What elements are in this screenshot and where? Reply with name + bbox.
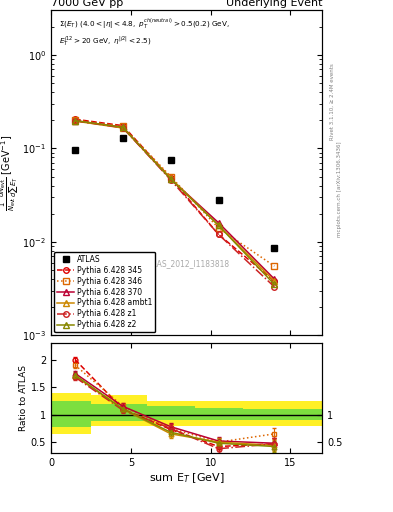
Line: Pythia 6.428 z1: Pythia 6.428 z1 (72, 118, 277, 290)
Pythia 6.428 346 (168, 174, 173, 180)
Pythia 6.428 370 (272, 276, 277, 282)
Pythia 6.428 z2 (121, 124, 125, 131)
Pythia 6.428 ambt1 (121, 125, 125, 131)
Y-axis label: $\frac{1}{N_\mathrm{evt}}\frac{dN_\mathrm{evt}}{d\sum E_T}\ [\mathrm{GeV}^{-1}]$: $\frac{1}{N_\mathrm{evt}}\frac{dN_\mathr… (0, 135, 21, 211)
Text: Rivet 3.1.10, ≥ 2.4M events: Rivet 3.1.10, ≥ 2.4M events (330, 63, 334, 140)
Pythia 6.428 370 (121, 124, 125, 131)
X-axis label: sum E$_T$ [GeV]: sum E$_T$ [GeV] (149, 471, 224, 484)
Pythia 6.428 345 (121, 122, 125, 129)
Line: Pythia 6.428 z2: Pythia 6.428 z2 (72, 118, 277, 287)
Line: Pythia 6.428 345: Pythia 6.428 345 (72, 116, 277, 284)
ATLAS (216, 197, 221, 203)
Text: $\Sigma(E_T)$ $(4.0 < |\eta| < 4.8,\ p^{ch(neutral)}_T > 0.5(0.2)\ \mathrm{GeV},: $\Sigma(E_T)$ $(4.0 < |\eta| < 4.8,\ p^{… (59, 17, 230, 48)
Pythia 6.428 ambt1 (168, 175, 173, 181)
Pythia 6.428 z1 (168, 177, 173, 183)
Pythia 6.428 345 (73, 116, 77, 122)
Y-axis label: Ratio to ATLAS: Ratio to ATLAS (19, 365, 28, 431)
Text: 7000 GeV pp: 7000 GeV pp (51, 0, 123, 8)
Pythia 6.428 ambt1 (272, 278, 277, 284)
Text: mcplots.cern.ch [arXiv:1306.3436]: mcplots.cern.ch [arXiv:1306.3436] (338, 141, 342, 237)
Pythia 6.428 z1 (216, 231, 221, 238)
Pythia 6.428 z2 (168, 176, 173, 182)
Pythia 6.428 z1 (272, 284, 277, 290)
Pythia 6.428 z1 (121, 125, 125, 131)
Pythia 6.428 345 (216, 231, 221, 238)
ATLAS (272, 245, 277, 251)
Legend: ATLAS, Pythia 6.428 345, Pythia 6.428 346, Pythia 6.428 370, Pythia 6.428 ambt1,: ATLAS, Pythia 6.428 345, Pythia 6.428 34… (54, 252, 156, 332)
ATLAS (168, 157, 173, 163)
Pythia 6.428 345 (272, 278, 277, 284)
Pythia 6.428 370 (216, 220, 221, 226)
Pythia 6.428 346 (73, 117, 77, 123)
Pythia 6.428 346 (272, 263, 277, 269)
Pythia 6.428 z2 (73, 118, 77, 124)
Line: Pythia 6.428 346: Pythia 6.428 346 (72, 117, 277, 269)
Line: Pythia 6.428 ambt1: Pythia 6.428 ambt1 (72, 118, 277, 284)
Line: Pythia 6.428 370: Pythia 6.428 370 (72, 118, 277, 282)
Pythia 6.428 345 (168, 175, 173, 181)
Pythia 6.428 z2 (216, 222, 221, 228)
Pythia 6.428 z2 (272, 282, 277, 288)
Pythia 6.428 346 (216, 225, 221, 231)
Pythia 6.428 370 (168, 176, 173, 182)
Pythia 6.428 ambt1 (73, 118, 77, 124)
Pythia 6.428 346 (121, 123, 125, 130)
ATLAS (121, 135, 125, 141)
Line: ATLAS: ATLAS (72, 135, 277, 251)
Text: ATLAS_2012_I1183818: ATLAS_2012_I1183818 (143, 260, 230, 268)
Pythia 6.428 370 (73, 118, 77, 124)
Text: Underlying Event: Underlying Event (226, 0, 322, 8)
Pythia 6.428 z1 (73, 118, 77, 124)
Pythia 6.428 ambt1 (216, 222, 221, 228)
ATLAS (73, 147, 77, 154)
